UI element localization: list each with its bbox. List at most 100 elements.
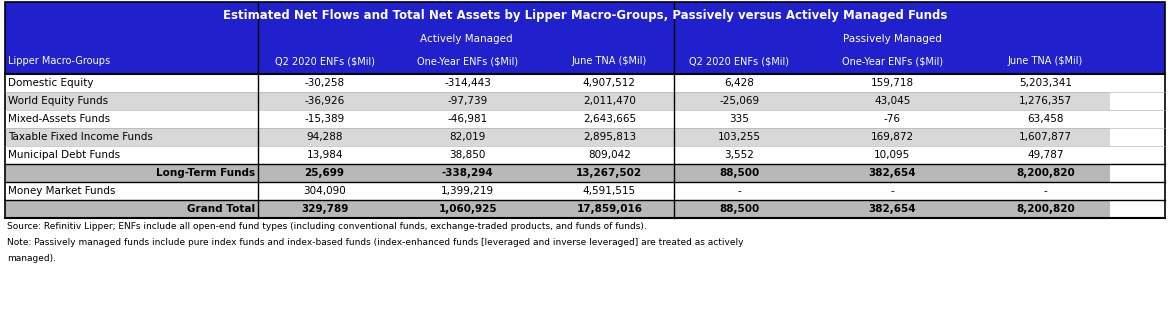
Text: -30,258: -30,258 <box>304 78 345 88</box>
Bar <box>257 92 391 110</box>
Text: 3,552: 3,552 <box>724 150 755 160</box>
Bar <box>544 92 674 110</box>
Text: -: - <box>737 186 741 196</box>
Text: 329,789: 329,789 <box>301 204 349 214</box>
Bar <box>391 182 544 200</box>
Bar <box>5 182 257 200</box>
Text: Mixed-Assets Funds: Mixed-Assets Funds <box>8 114 110 124</box>
Text: -15,389: -15,389 <box>304 114 345 124</box>
Text: One-Year ENFs ($Mil): One-Year ENFs ($Mil) <box>842 56 943 66</box>
Text: Long-Term Funds: Long-Term Funds <box>156 168 255 178</box>
Text: -314,443: -314,443 <box>445 78 491 88</box>
Text: Actively Managed: Actively Managed <box>420 34 512 44</box>
Text: June TNA ($Mil): June TNA ($Mil) <box>1007 56 1083 66</box>
Bar <box>980 146 1110 164</box>
Bar <box>257 182 391 200</box>
Text: 2,643,665: 2,643,665 <box>583 114 636 124</box>
Bar <box>257 110 391 128</box>
Text: 103,255: 103,255 <box>717 132 761 142</box>
Text: 10,095: 10,095 <box>874 150 910 160</box>
Text: -97,739: -97,739 <box>448 96 488 106</box>
Text: 1,276,357: 1,276,357 <box>1019 96 1072 106</box>
Text: 88,500: 88,500 <box>720 168 759 178</box>
Text: 169,872: 169,872 <box>870 132 914 142</box>
Bar <box>674 182 804 200</box>
Text: -: - <box>1044 186 1047 196</box>
Bar <box>804 74 980 92</box>
Text: -76: -76 <box>883 114 901 124</box>
Bar <box>257 164 391 182</box>
Text: Source: Refinitiv Lipper; ENFs include all open-end fund types (including conven: Source: Refinitiv Lipper; ENFs include a… <box>7 222 647 231</box>
Bar <box>674 164 804 182</box>
Bar <box>391 200 544 218</box>
Text: 382,654: 382,654 <box>868 168 916 178</box>
Bar <box>5 30 1165 48</box>
Bar <box>674 92 804 110</box>
Bar <box>544 146 674 164</box>
Text: 1,060,925: 1,060,925 <box>439 204 497 214</box>
Bar <box>257 74 391 92</box>
Text: 8,200,820: 8,200,820 <box>1016 168 1075 178</box>
Bar <box>980 200 1110 218</box>
Text: Grand Total: Grand Total <box>187 204 255 214</box>
Text: 25,699: 25,699 <box>304 168 345 178</box>
Bar <box>5 128 257 146</box>
Bar <box>980 92 1110 110</box>
Text: 94,288: 94,288 <box>307 132 343 142</box>
Text: Domestic Equity: Domestic Equity <box>8 78 94 88</box>
Text: 304,090: 304,090 <box>303 186 346 196</box>
Bar <box>391 164 544 182</box>
Bar <box>804 110 980 128</box>
Bar <box>5 110 257 128</box>
Bar <box>804 92 980 110</box>
Bar <box>5 2 1165 218</box>
Bar <box>5 164 257 182</box>
Bar <box>391 74 544 92</box>
Bar <box>544 74 674 92</box>
Bar <box>980 110 1110 128</box>
Text: Estimated Net Flows and Total Net Assets by Lipper Macro-Groups, Passively versu: Estimated Net Flows and Total Net Assets… <box>222 10 948 23</box>
Bar <box>391 128 544 146</box>
Bar <box>5 92 257 110</box>
Text: 43,045: 43,045 <box>874 96 910 106</box>
Text: 88,500: 88,500 <box>720 204 759 214</box>
Bar <box>5 200 257 218</box>
Text: 38,850: 38,850 <box>449 150 486 160</box>
Text: 809,042: 809,042 <box>587 150 631 160</box>
Text: June TNA ($Mil): June TNA ($Mil) <box>572 56 647 66</box>
Text: 82,019: 82,019 <box>449 132 486 142</box>
Text: Q2 2020 ENFs ($Mil): Q2 2020 ENFs ($Mil) <box>275 56 374 66</box>
Bar <box>674 200 804 218</box>
Text: 6,428: 6,428 <box>724 78 755 88</box>
Text: 4,591,515: 4,591,515 <box>583 186 636 196</box>
Bar <box>5 48 1165 74</box>
Bar <box>980 74 1110 92</box>
Bar <box>391 146 544 164</box>
Text: Taxable Fixed Income Funds: Taxable Fixed Income Funds <box>8 132 153 142</box>
Text: 335: 335 <box>729 114 749 124</box>
Text: 2,895,813: 2,895,813 <box>583 132 636 142</box>
Bar <box>257 128 391 146</box>
Bar <box>544 182 674 200</box>
Bar <box>674 128 804 146</box>
Text: Money Market Funds: Money Market Funds <box>8 186 116 196</box>
Bar <box>804 128 980 146</box>
Text: World Equity Funds: World Equity Funds <box>8 96 108 106</box>
Text: Lipper Macro-Groups: Lipper Macro-Groups <box>8 56 110 66</box>
Text: 17,859,016: 17,859,016 <box>577 204 642 214</box>
Bar <box>257 200 391 218</box>
Text: Passively Managed: Passively Managed <box>842 34 942 44</box>
Bar <box>804 146 980 164</box>
Text: 8,200,820: 8,200,820 <box>1016 204 1075 214</box>
Text: 1,399,219: 1,399,219 <box>441 186 495 196</box>
Text: 49,787: 49,787 <box>1027 150 1064 160</box>
Bar <box>804 182 980 200</box>
Text: -36,926: -36,926 <box>304 96 345 106</box>
Text: 63,458: 63,458 <box>1027 114 1064 124</box>
Bar <box>391 110 544 128</box>
Bar <box>391 92 544 110</box>
Text: -46,981: -46,981 <box>448 114 488 124</box>
Bar <box>804 164 980 182</box>
Text: One-Year ENFs ($Mil): One-Year ENFs ($Mil) <box>418 56 518 66</box>
Text: managed).: managed). <box>7 254 56 263</box>
